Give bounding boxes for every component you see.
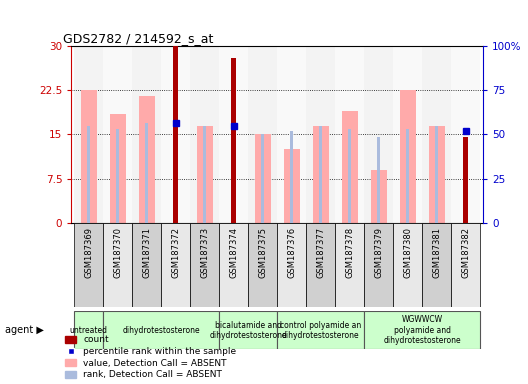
Bar <box>132 223 161 307</box>
Text: bicalutamide and
dihydrotestosterone: bicalutamide and dihydrotestosterone <box>210 321 287 340</box>
Bar <box>406 129 409 223</box>
Text: control polyamide an
dihydrotestosterone: control polyamide an dihydrotestosterone <box>280 321 361 340</box>
Bar <box>277 223 306 307</box>
Bar <box>116 129 119 223</box>
Bar <box>87 126 90 223</box>
Bar <box>435 126 438 223</box>
Bar <box>451 223 480 307</box>
Bar <box>231 58 237 223</box>
Bar <box>335 46 364 223</box>
Bar <box>248 223 277 307</box>
Bar <box>132 46 161 223</box>
Text: agent ▶: agent ▶ <box>5 325 44 335</box>
Text: WGWWCW
polyamide and
dihydrotestosterone: WGWWCW polyamide and dihydrotestosterone <box>383 315 461 345</box>
Text: untreated: untreated <box>70 326 108 335</box>
Text: GSM187373: GSM187373 <box>200 227 209 278</box>
Bar <box>219 311 277 349</box>
Bar <box>451 46 480 223</box>
Bar <box>219 223 248 307</box>
Text: GSM187369: GSM187369 <box>84 227 93 278</box>
Bar <box>364 223 393 307</box>
Bar <box>254 134 271 223</box>
Bar <box>364 46 393 223</box>
Bar <box>429 126 445 223</box>
Bar <box>173 46 178 223</box>
Bar <box>203 126 206 223</box>
Text: GSM187382: GSM187382 <box>461 227 470 278</box>
Bar <box>190 223 219 307</box>
Text: GSM187379: GSM187379 <box>374 227 383 278</box>
Text: GSM187375: GSM187375 <box>258 227 267 278</box>
Bar <box>371 170 386 223</box>
Bar <box>145 122 148 223</box>
Bar <box>103 46 132 223</box>
Bar <box>400 90 416 223</box>
Bar <box>248 46 277 223</box>
Bar <box>290 131 294 223</box>
Text: GSM187371: GSM187371 <box>142 227 151 278</box>
Bar <box>306 46 335 223</box>
Bar <box>190 46 219 223</box>
Bar <box>422 46 451 223</box>
Bar <box>103 311 219 349</box>
Bar <box>103 223 132 307</box>
Bar <box>313 126 329 223</box>
Bar <box>161 223 190 307</box>
Bar <box>232 126 235 223</box>
Bar <box>277 311 364 349</box>
Bar <box>319 126 323 223</box>
Bar <box>422 223 451 307</box>
Bar <box>377 137 381 223</box>
Bar <box>110 114 126 223</box>
Text: GSM187376: GSM187376 <box>287 227 296 278</box>
Text: GSM187374: GSM187374 <box>229 227 238 278</box>
Bar <box>219 46 248 223</box>
Text: dihydrotestosterone: dihydrotestosterone <box>122 326 200 335</box>
Bar <box>393 46 422 223</box>
Bar <box>342 111 357 223</box>
Bar <box>335 223 364 307</box>
Bar <box>74 311 103 349</box>
Text: GSM187380: GSM187380 <box>403 227 412 278</box>
Bar <box>74 46 103 223</box>
Bar <box>261 134 265 223</box>
Bar <box>393 223 422 307</box>
Bar <box>348 129 352 223</box>
Bar <box>81 90 97 223</box>
Bar <box>139 96 155 223</box>
Bar <box>364 311 480 349</box>
Bar <box>463 137 468 223</box>
Bar <box>197 126 213 223</box>
Text: GDS2782 / 214592_s_at: GDS2782 / 214592_s_at <box>63 32 213 45</box>
Bar <box>306 223 335 307</box>
Text: GSM187378: GSM187378 <box>345 227 354 278</box>
Bar <box>277 46 306 223</box>
Text: GSM187381: GSM187381 <box>432 227 441 278</box>
Bar <box>74 223 103 307</box>
Bar <box>284 149 300 223</box>
Text: GSM187377: GSM187377 <box>316 227 325 278</box>
Text: GSM187370: GSM187370 <box>113 227 122 278</box>
Text: GSM187372: GSM187372 <box>171 227 180 278</box>
Legend: count, percentile rank within the sample, value, Detection Call = ABSENT, rank, : count, percentile rank within the sample… <box>65 335 237 379</box>
Bar <box>161 46 190 223</box>
